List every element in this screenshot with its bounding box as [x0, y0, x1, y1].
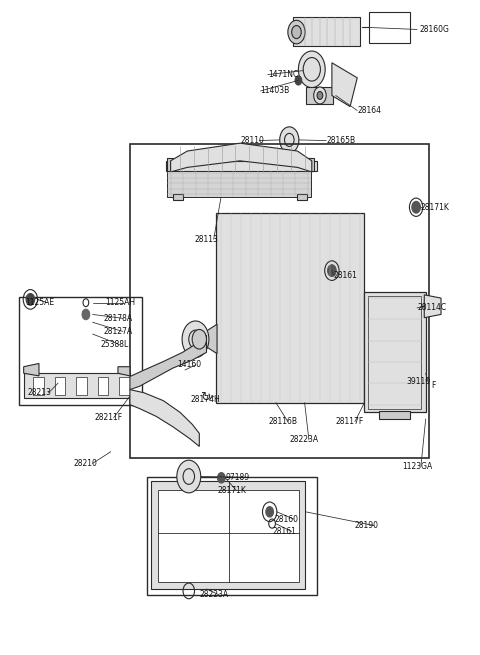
- Polygon shape: [424, 295, 441, 318]
- Bar: [298, 193, 307, 200]
- Text: F: F: [431, 381, 435, 390]
- Circle shape: [317, 92, 323, 100]
- Circle shape: [280, 127, 299, 153]
- Circle shape: [82, 309, 90, 320]
- Text: 25388L: 25388L: [100, 340, 129, 349]
- Text: 28164: 28164: [357, 106, 381, 115]
- Polygon shape: [332, 63, 357, 107]
- Text: 97189: 97189: [226, 473, 250, 481]
- Text: 28110: 28110: [241, 136, 265, 145]
- Circle shape: [299, 51, 325, 88]
- Text: 28211F: 28211F: [95, 413, 122, 422]
- Bar: [147, 477, 317, 595]
- Text: 28114C: 28114C: [417, 303, 446, 312]
- Text: 1125AE: 1125AE: [25, 298, 55, 307]
- Bar: [76, 377, 87, 396]
- Polygon shape: [170, 143, 312, 172]
- Circle shape: [177, 460, 201, 493]
- Text: 28116B: 28116B: [269, 417, 298, 426]
- Text: 28223A: 28223A: [290, 436, 319, 445]
- Bar: [19, 297, 143, 405]
- Text: 28223A: 28223A: [200, 590, 229, 599]
- Circle shape: [26, 293, 35, 305]
- Text: 28160: 28160: [275, 515, 299, 523]
- Bar: [33, 377, 44, 396]
- Text: 28165B: 28165B: [326, 136, 355, 145]
- Polygon shape: [202, 324, 217, 354]
- Circle shape: [295, 76, 302, 85]
- Bar: [98, 377, 108, 396]
- Bar: [130, 145, 429, 458]
- Polygon shape: [130, 390, 199, 447]
- Circle shape: [288, 20, 305, 44]
- Polygon shape: [152, 481, 305, 589]
- Text: ↻: ↻: [200, 391, 210, 404]
- Bar: [167, 171, 311, 196]
- Bar: [120, 377, 130, 396]
- Circle shape: [292, 26, 301, 39]
- Text: 28213: 28213: [27, 388, 51, 398]
- Bar: [364, 291, 426, 413]
- Polygon shape: [24, 364, 39, 376]
- Text: 28190: 28190: [355, 521, 379, 530]
- Text: 28161: 28161: [273, 527, 297, 536]
- Circle shape: [266, 506, 274, 517]
- Bar: [157, 489, 299, 582]
- Text: 28178A: 28178A: [104, 314, 133, 323]
- Polygon shape: [118, 367, 130, 376]
- Polygon shape: [306, 87, 333, 104]
- Polygon shape: [293, 17, 360, 47]
- Polygon shape: [167, 158, 174, 171]
- Text: 28161: 28161: [334, 271, 358, 280]
- Text: 28117F: 28117F: [336, 417, 364, 426]
- Polygon shape: [307, 158, 314, 171]
- Bar: [173, 193, 182, 200]
- Text: 14160: 14160: [177, 360, 201, 369]
- Bar: [216, 213, 364, 403]
- Bar: [379, 411, 410, 419]
- Polygon shape: [24, 373, 130, 398]
- Text: 28127A: 28127A: [104, 327, 133, 336]
- Circle shape: [192, 329, 206, 349]
- Text: 39110: 39110: [407, 377, 431, 386]
- Text: 1125AH: 1125AH: [105, 298, 135, 307]
- Polygon shape: [166, 161, 317, 171]
- Text: 28171K: 28171K: [421, 204, 450, 212]
- Text: 28113: 28113: [194, 234, 218, 244]
- Circle shape: [182, 321, 209, 358]
- Polygon shape: [130, 335, 206, 390]
- Circle shape: [412, 201, 420, 213]
- Text: 28171K: 28171K: [217, 486, 246, 495]
- Circle shape: [327, 265, 336, 276]
- Text: 28174H: 28174H: [190, 395, 220, 404]
- Text: 1471NC: 1471NC: [268, 70, 298, 79]
- Text: 1123GA: 1123GA: [402, 462, 432, 470]
- Bar: [369, 12, 410, 43]
- Text: 28160G: 28160G: [420, 25, 449, 34]
- Circle shape: [217, 473, 225, 483]
- Bar: [368, 296, 421, 409]
- Text: 28210: 28210: [73, 459, 97, 468]
- Bar: [55, 377, 65, 396]
- Text: 11403B: 11403B: [261, 86, 290, 96]
- Circle shape: [314, 87, 326, 104]
